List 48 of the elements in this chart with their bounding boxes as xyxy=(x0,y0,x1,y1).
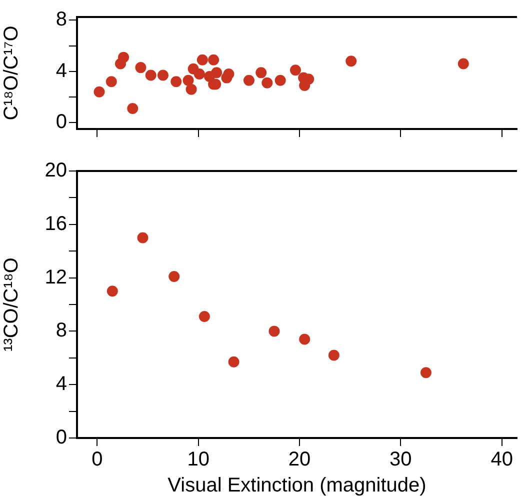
point xyxy=(170,76,182,88)
point xyxy=(228,356,240,368)
point xyxy=(194,68,205,80)
point xyxy=(186,84,197,95)
point xyxy=(328,350,340,361)
point xyxy=(157,70,168,81)
y-tick-label: 4 xyxy=(56,60,67,82)
y-tick-label: 0 xyxy=(56,426,67,449)
x-tick-label: 40 xyxy=(490,448,513,471)
point xyxy=(268,326,280,337)
x-tick-label: 0 xyxy=(92,448,103,471)
point xyxy=(243,74,254,86)
point xyxy=(118,52,130,63)
y-tick-label: 20 xyxy=(44,160,67,182)
y-tick-label: 0 xyxy=(56,111,67,134)
point xyxy=(135,62,146,74)
point xyxy=(208,54,220,66)
point xyxy=(168,270,180,282)
point xyxy=(145,70,156,81)
point xyxy=(299,334,310,345)
point xyxy=(290,64,301,76)
point xyxy=(274,74,286,86)
x-tick-label: 10 xyxy=(187,448,210,471)
point xyxy=(458,58,469,70)
point xyxy=(196,54,208,66)
point xyxy=(137,232,148,244)
y-tick-label: 16 xyxy=(44,212,67,235)
y-tick-label: 8 xyxy=(56,320,67,342)
y-axis-title: ¹³CO/C¹⁸O xyxy=(0,258,23,352)
point xyxy=(256,67,267,78)
point xyxy=(223,68,234,80)
x-tick-label: 20 xyxy=(288,448,311,471)
point xyxy=(198,311,210,322)
point xyxy=(346,56,357,67)
x-axis-title: Visual Extinction (magnitude) xyxy=(168,474,426,497)
x-tick-label: 30 xyxy=(390,448,412,471)
point xyxy=(127,103,138,114)
point xyxy=(106,286,118,297)
y-tick-label: 12 xyxy=(44,266,67,288)
point xyxy=(106,76,117,88)
y-tick-label: 8 xyxy=(56,8,67,31)
point xyxy=(211,67,222,78)
y-axis-title: C¹⁸O/C¹⁷O xyxy=(0,26,23,120)
point xyxy=(262,77,273,88)
point xyxy=(182,74,194,86)
y-tick-label: 4 xyxy=(56,373,67,396)
point xyxy=(420,367,432,378)
point xyxy=(94,86,105,98)
